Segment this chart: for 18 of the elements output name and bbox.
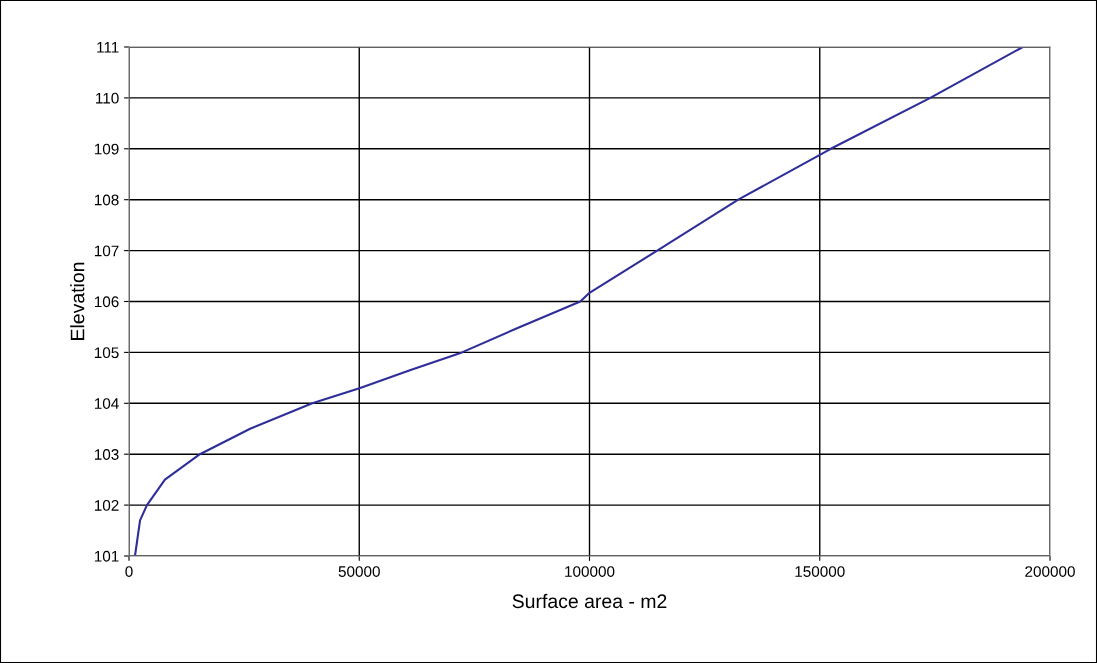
y-tick-label: 109 bbox=[94, 143, 119, 155]
y-tick-label: 101 bbox=[94, 550, 119, 562]
y-tick-label: 103 bbox=[94, 449, 119, 460]
x-tick-label: 50000 bbox=[338, 566, 380, 577]
y-tick-label: 107 bbox=[94, 245, 119, 257]
x-axis-title: Surface area - m2 bbox=[512, 593, 667, 609]
y-tick-label: 102 bbox=[94, 499, 119, 511]
x-tick-label: 200000 bbox=[1025, 566, 1075, 577]
y-tick-label: 111 bbox=[97, 42, 119, 53]
y-tick-label: 110 bbox=[96, 92, 119, 104]
y-tick-label: 106 bbox=[94, 296, 119, 308]
x-tick-label: 0 bbox=[125, 566, 133, 577]
y-tick-label: 104 bbox=[94, 398, 119, 409]
y-axis-title: Elevation bbox=[70, 262, 85, 340]
y-tick-label: 108 bbox=[94, 194, 119, 206]
y-tick-label: 105 bbox=[94, 347, 119, 359]
x-tick-label: 100000 bbox=[565, 566, 615, 577]
x-tick-label: 150000 bbox=[795, 566, 845, 577]
